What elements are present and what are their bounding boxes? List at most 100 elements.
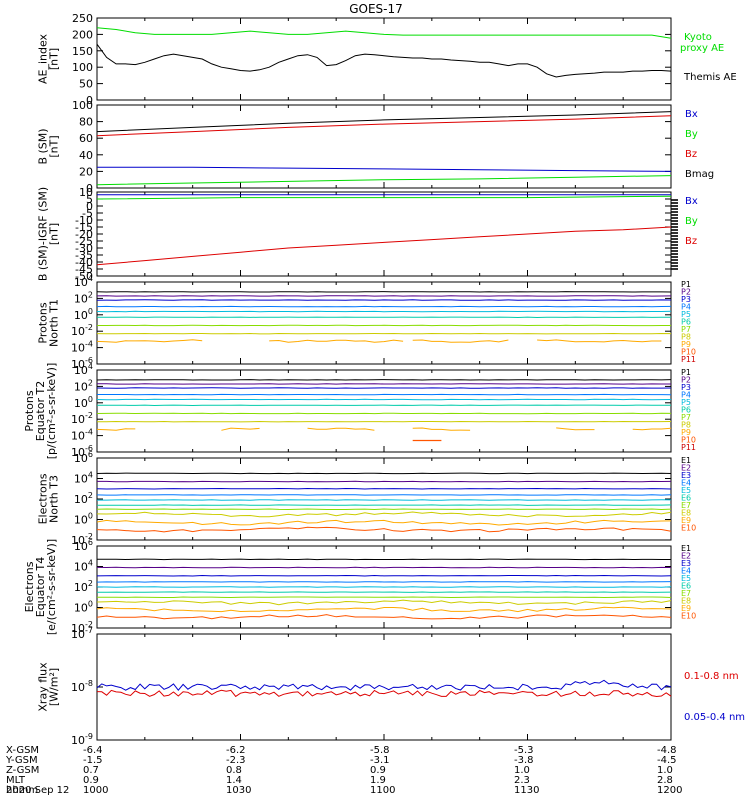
panel-frame (97, 105, 671, 188)
series-p9-segment (308, 428, 375, 430)
series-e7 (97, 597, 671, 598)
y-axis-label: B (SM)[nT] (37, 128, 61, 164)
series-p9-segment (537, 340, 661, 342)
y-axis-label-line: [nT] (48, 135, 61, 157)
tick-exponent: 6 (88, 450, 93, 459)
y-axis-label: AE_index[nT] (37, 33, 61, 84)
ephemeris-value: 1130 (514, 785, 539, 796)
series-bmag (97, 112, 671, 132)
y-axis-label-line: North T3 (48, 475, 61, 523)
panel-frame (97, 18, 671, 100)
tick-base: 10 (74, 602, 88, 615)
y-axis-label-line: [nT] (48, 48, 61, 70)
series-p9-segment (413, 428, 470, 430)
tick-base: 10 (71, 430, 85, 443)
y-tick-label: 60 (79, 132, 93, 145)
y-tick-label: 100 (74, 600, 93, 615)
tick-exponent: -2 (85, 323, 93, 332)
y-axis-label: ProtonsNorth T1 (37, 299, 61, 347)
series-e2 (97, 567, 671, 568)
tick-exponent: -7 (85, 626, 93, 635)
y-tick-label: 106 (74, 450, 93, 465)
panel-frame (97, 282, 671, 364)
y-tick-label: 104 (74, 362, 93, 377)
series-e5 (97, 587, 671, 588)
y-axis-label-line: North T1 (48, 299, 61, 347)
y-tick-label: 10-7 (71, 626, 93, 641)
y-axis-label: ElectronsNorth T3 (37, 473, 61, 524)
series-e2 (97, 481, 671, 482)
y-tick-label: 40 (79, 149, 93, 162)
tick-exponent: -4 (85, 428, 93, 437)
y-tick-label: 102 (74, 491, 93, 506)
ephemeris-value: 1100 (370, 785, 395, 796)
tick-base: 10 (74, 452, 88, 465)
series-p9-segment (269, 340, 403, 342)
y-tick-label: 102 (74, 579, 93, 594)
series-e10 (97, 527, 671, 532)
tick-base: 10 (74, 397, 88, 410)
y-tick-label: 104 (74, 559, 93, 574)
legend-e10: E10 (681, 524, 696, 533)
y-tick-label: 10-4 (71, 340, 93, 355)
ephemeris-value: 1000 (83, 785, 108, 796)
tick-exponent: 4 (88, 471, 93, 480)
tick-base: 10 (74, 473, 88, 486)
panel-frame (97, 370, 671, 452)
legend-bz: Bz (685, 149, 697, 160)
y-tick-label: 250 (72, 12, 93, 25)
tick-exponent: -2 (85, 411, 93, 420)
y-tick-label: 100 (72, 99, 93, 112)
y-tick-label: 20 (79, 165, 93, 178)
tick-exponent: 4 (88, 362, 93, 371)
series-e8 (97, 512, 671, 517)
tick-exponent: -9 (85, 732, 93, 741)
series-e9 (97, 520, 671, 525)
series-0-1-0-8-nm (97, 690, 671, 696)
series-p9-segment (97, 340, 202, 342)
series-bz (97, 227, 671, 265)
date-label: 2020 Sep 12 (6, 785, 69, 796)
y-tick-label: 80 (79, 116, 93, 129)
series-e10 (97, 615, 671, 619)
series-p9-segment (413, 340, 509, 342)
tick-exponent: 6 (88, 538, 93, 547)
legend-e10: E10 (681, 612, 696, 621)
series-e3 (97, 489, 671, 490)
tick-base: 10 (71, 628, 85, 641)
series-e4 (97, 582, 671, 583)
tick-exponent: 0 (88, 307, 93, 316)
series-e9 (97, 607, 671, 611)
tick-base: 10 (71, 413, 85, 426)
tick-exponent: 2 (88, 290, 93, 299)
tick-base: 10 (74, 364, 88, 377)
tick-exponent: 2 (88, 491, 93, 500)
y-tick-label: 10-2 (71, 411, 93, 426)
legend-line: Kyoto (684, 32, 712, 43)
ephemeris-value: 1030 (226, 785, 251, 796)
y-tick-label: 100 (74, 307, 93, 322)
tick-exponent: -4 (85, 340, 93, 349)
tick-base: 10 (71, 681, 85, 694)
legend-bx: Bx (685, 196, 698, 207)
y-tick-label: 50 (79, 78, 93, 91)
tick-base: 10 (71, 342, 85, 355)
tick-base: 10 (74, 292, 88, 305)
y-tick-label: 10-4 (71, 428, 93, 443)
y-tick-label: 102 (74, 378, 93, 393)
y-axis-label-line: [nT] (48, 223, 61, 245)
legend-short-xray: 0.05-0.4 nm (684, 712, 745, 723)
tick-exponent: 4 (88, 559, 93, 568)
series-kyoto-proxy-ae (97, 28, 671, 39)
tick-exponent: 2 (88, 378, 93, 387)
series-e3 (97, 576, 671, 577)
series-0-05-0-4-nm (97, 680, 671, 690)
y-tick-label: 100 (74, 395, 93, 410)
series-e1 (97, 559, 671, 560)
y-tick-label: 200 (72, 28, 93, 41)
